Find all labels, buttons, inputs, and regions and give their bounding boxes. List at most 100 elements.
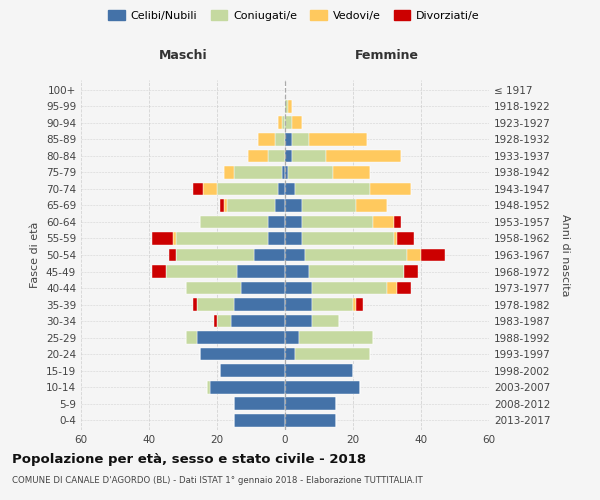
Bar	[292, 150, 326, 162]
Bar	[217, 182, 278, 196]
Legend: Celibi/Nubili, Coniugati/e, Vedovi/e, Divorziati/e: Celibi/Nubili, Coniugati/e, Vedovi/e, Di…	[104, 6, 484, 25]
Bar	[285, 199, 302, 212]
Bar	[238, 265, 285, 278]
Bar	[268, 216, 285, 228]
Bar	[193, 182, 203, 196]
Bar	[289, 166, 332, 179]
Bar	[281, 116, 285, 130]
Bar	[407, 248, 421, 262]
Bar	[258, 133, 275, 146]
Bar	[285, 314, 312, 328]
Bar	[387, 282, 397, 294]
Bar	[254, 248, 285, 262]
Bar	[421, 248, 445, 262]
Bar	[305, 248, 407, 262]
Bar	[275, 133, 285, 146]
Bar	[197, 331, 285, 344]
Bar	[220, 199, 224, 212]
Bar	[187, 282, 241, 294]
Bar	[224, 199, 227, 212]
Bar	[200, 348, 285, 360]
Bar	[285, 348, 295, 360]
Bar	[356, 298, 363, 311]
Bar	[312, 282, 387, 294]
Bar	[285, 100, 289, 113]
Bar	[285, 397, 336, 410]
Bar	[234, 397, 285, 410]
Bar	[152, 265, 166, 278]
Bar	[224, 166, 234, 179]
Bar	[295, 182, 370, 196]
Bar	[210, 380, 285, 394]
Text: Femmine: Femmine	[355, 49, 419, 62]
Y-axis label: Anni di nascita: Anni di nascita	[560, 214, 570, 296]
Bar	[370, 182, 411, 196]
Bar	[234, 298, 285, 311]
Bar	[169, 248, 176, 262]
Bar	[230, 314, 285, 328]
Bar	[166, 265, 238, 278]
Bar	[268, 232, 285, 245]
Bar	[285, 150, 292, 162]
Bar	[197, 298, 234, 311]
Text: Maschi: Maschi	[158, 49, 208, 62]
Bar	[285, 265, 309, 278]
Bar	[373, 216, 394, 228]
Bar	[397, 282, 411, 294]
Bar	[278, 116, 281, 130]
Bar	[152, 232, 173, 245]
Bar	[285, 248, 305, 262]
Bar	[285, 166, 289, 179]
Bar	[268, 150, 285, 162]
Text: Popolazione per età, sesso e stato civile - 2018: Popolazione per età, sesso e stato civil…	[12, 452, 366, 466]
Bar	[397, 232, 414, 245]
Bar	[404, 265, 418, 278]
Y-axis label: Fasce di età: Fasce di età	[31, 222, 40, 288]
Bar	[309, 133, 367, 146]
Bar	[285, 414, 336, 426]
Bar	[302, 216, 373, 228]
Bar	[285, 380, 360, 394]
Bar	[217, 314, 230, 328]
Bar	[220, 364, 285, 377]
Bar	[285, 232, 302, 245]
Bar	[302, 232, 394, 245]
Bar	[326, 150, 401, 162]
Bar	[234, 414, 285, 426]
Bar	[285, 331, 299, 344]
Bar	[207, 380, 210, 394]
Bar	[285, 282, 312, 294]
Bar	[302, 199, 356, 212]
Bar	[292, 133, 309, 146]
Bar	[292, 116, 302, 130]
Bar	[332, 166, 370, 179]
Bar	[285, 133, 292, 146]
Bar	[353, 298, 356, 311]
Bar	[312, 314, 340, 328]
Bar	[176, 248, 254, 262]
Bar	[281, 166, 285, 179]
Bar	[394, 232, 397, 245]
Bar	[285, 298, 312, 311]
Bar	[394, 216, 401, 228]
Bar	[309, 265, 404, 278]
Bar	[285, 116, 292, 130]
Bar	[200, 216, 268, 228]
Bar	[248, 150, 268, 162]
Bar	[285, 182, 295, 196]
Bar	[173, 232, 176, 245]
Bar	[193, 298, 197, 311]
Bar	[299, 331, 373, 344]
Bar	[356, 199, 387, 212]
Bar	[234, 166, 281, 179]
Bar	[312, 298, 353, 311]
Bar	[241, 282, 285, 294]
Bar	[187, 331, 197, 344]
Bar	[285, 364, 353, 377]
Bar	[278, 182, 285, 196]
Bar	[275, 199, 285, 212]
Bar	[227, 199, 275, 212]
Text: COMUNE DI CANALE D'AGORDO (BL) - Dati ISTAT 1° gennaio 2018 - Elaborazione TUTTI: COMUNE DI CANALE D'AGORDO (BL) - Dati IS…	[12, 476, 423, 485]
Bar	[285, 216, 302, 228]
Bar	[203, 182, 217, 196]
